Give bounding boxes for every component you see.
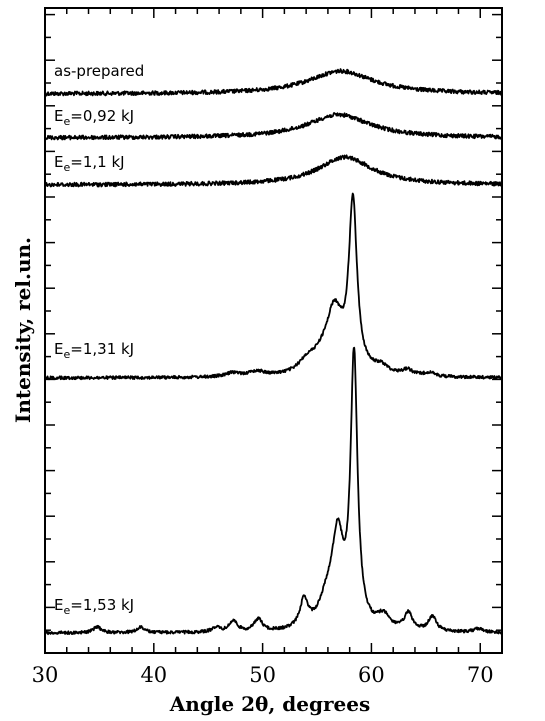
x-tick-label: 40 (140, 663, 167, 687)
x-tick-label: 50 (249, 663, 276, 687)
x-tick-label: 30 (32, 663, 59, 687)
series-label: Ee=1,1 kJ (54, 153, 125, 174)
series-label: Ee=1,53 kJ (54, 596, 134, 617)
y-axis-title: Intensity, rel.un. (11, 237, 35, 423)
axis-ticks (44, 8, 503, 653)
series-label: Ee=1,31 kJ (54, 340, 134, 361)
x-tick-label: 60 (358, 663, 385, 687)
series-label: Ee=0,92 kJ (54, 107, 134, 128)
series-labels: as-prepared Ee=0,92 kJ Ee=1,1 kJ Ee=1,31 kJ… (54, 62, 144, 617)
series-curve (44, 112, 503, 141)
series-curve (44, 346, 503, 636)
series-curve (44, 154, 503, 188)
x-tick-label: 70 (467, 663, 494, 687)
plot-frame (44, 7, 503, 654)
x-axis-title: Angle 2θ, degrees (169, 692, 370, 716)
series-curve (44, 68, 503, 97)
series-curve (44, 192, 503, 381)
series-label: as-prepared (54, 62, 144, 80)
x-tick-labels: 30 40 50 60 70 (32, 663, 494, 687)
series-curves (44, 68, 503, 636)
